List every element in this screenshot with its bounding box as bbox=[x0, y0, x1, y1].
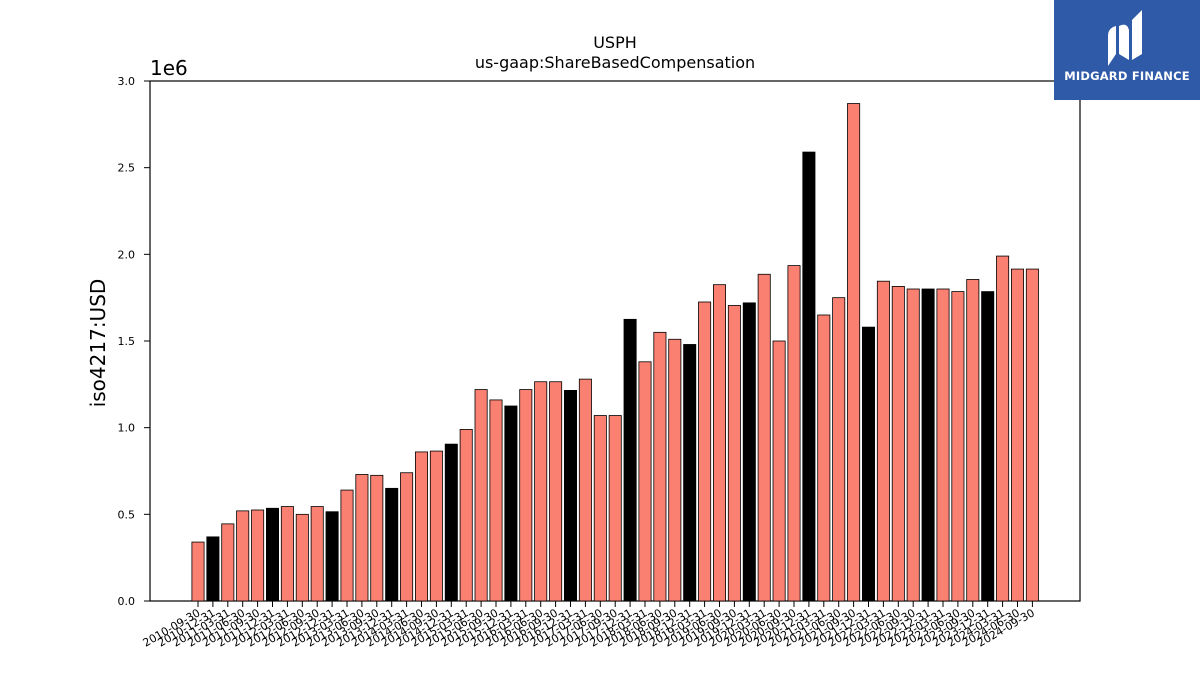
y-axis: 0.0 0.5 1.0 1.5 2.0 2.5 3.0 bbox=[118, 75, 150, 608]
bar bbox=[638, 361, 652, 602]
bar bbox=[489, 399, 503, 602]
bar bbox=[370, 474, 384, 602]
chart-subtitle: us-gaap:ShareBasedCompensation bbox=[475, 53, 755, 72]
bar bbox=[996, 255, 1010, 602]
bar bbox=[251, 509, 265, 602]
bar bbox=[444, 443, 458, 602]
bar bbox=[355, 474, 369, 602]
bar bbox=[817, 314, 831, 602]
bar bbox=[564, 389, 578, 602]
bar bbox=[772, 340, 786, 602]
y-tick-label: 1.5 bbox=[118, 335, 136, 348]
bar bbox=[191, 541, 205, 602]
bar bbox=[385, 487, 399, 602]
y-tick-label: 3.0 bbox=[118, 75, 136, 88]
bar bbox=[221, 523, 235, 602]
bar bbox=[668, 338, 682, 602]
bar bbox=[429, 450, 443, 602]
bar bbox=[534, 381, 548, 602]
bar bbox=[832, 297, 846, 602]
bar bbox=[578, 378, 592, 602]
bar bbox=[1025, 268, 1039, 602]
bar bbox=[981, 291, 995, 602]
bar bbox=[891, 285, 905, 602]
bar bbox=[295, 513, 309, 602]
y-axis-offset-label: 1e6 bbox=[150, 56, 188, 80]
bar bbox=[951, 291, 965, 602]
bar bbox=[504, 405, 518, 602]
bar bbox=[325, 511, 339, 602]
bars bbox=[191, 103, 1039, 602]
bar bbox=[713, 284, 727, 602]
midgard-logo-icon bbox=[1108, 10, 1142, 66]
bar bbox=[921, 288, 935, 602]
bar bbox=[236, 510, 250, 602]
bar bbox=[549, 381, 563, 602]
bar bbox=[265, 507, 279, 602]
bar bbox=[757, 273, 771, 602]
y-tick-label: 1.0 bbox=[118, 422, 136, 435]
y-tick-label: 2.5 bbox=[118, 162, 136, 175]
bar bbox=[653, 331, 667, 602]
bar bbox=[802, 151, 816, 602]
bar bbox=[593, 415, 607, 602]
bar bbox=[727, 305, 741, 602]
y-tick-label: 0.0 bbox=[118, 595, 136, 608]
y-axis-label: iso4217:USD bbox=[86, 279, 110, 408]
bar bbox=[519, 389, 533, 602]
bar bbox=[280, 506, 294, 602]
bar bbox=[787, 265, 801, 602]
x-axis: 2010-09-302010-12-312011-03-312011-06-30… bbox=[141, 601, 1037, 650]
bar bbox=[340, 489, 354, 602]
bar bbox=[862, 326, 876, 602]
bar bbox=[310, 506, 324, 602]
bar bbox=[414, 451, 428, 602]
bar bbox=[936, 288, 950, 602]
bar bbox=[906, 288, 920, 602]
logo-text: MIDGARD FINANCE bbox=[1064, 69, 1190, 83]
bar bbox=[742, 302, 756, 602]
bar bbox=[623, 318, 637, 602]
bar bbox=[683, 344, 697, 602]
y-tick-label: 2.0 bbox=[118, 248, 136, 261]
bar bbox=[474, 389, 488, 602]
bar bbox=[608, 415, 622, 602]
chart-title: USPH bbox=[593, 33, 637, 52]
y-tick-label: 0.5 bbox=[118, 508, 136, 521]
bar bbox=[698, 301, 712, 602]
bar bbox=[847, 103, 861, 602]
bar bbox=[1011, 268, 1025, 602]
bar bbox=[876, 280, 890, 602]
bar bbox=[400, 472, 414, 602]
bar bbox=[206, 536, 220, 602]
bar bbox=[966, 279, 980, 602]
midgard-finance-logo: MIDGARD FINANCE bbox=[1054, 0, 1200, 100]
bar bbox=[459, 428, 473, 602]
